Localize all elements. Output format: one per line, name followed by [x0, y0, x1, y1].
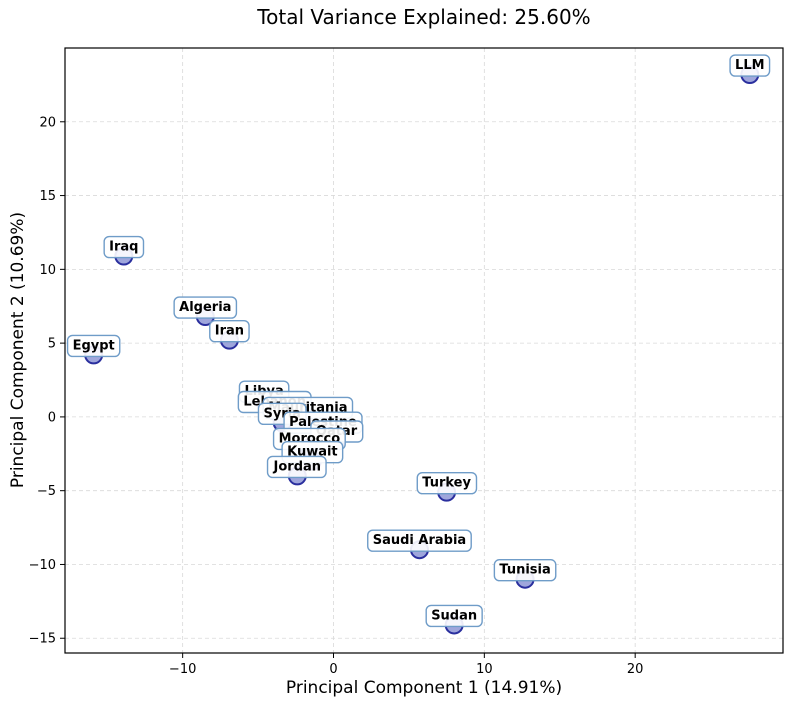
point-label-box — [729, 54, 771, 77]
plot-frame — [64, 47, 784, 654]
point-label-text: Iran — [215, 324, 244, 339]
y-tick-label: 15 — [39, 189, 56, 204]
point-label-box — [173, 296, 238, 319]
point-label-box — [367, 529, 472, 552]
point-label-box — [103, 235, 145, 259]
point-label: LLM — [729, 54, 771, 77]
point-label-text: Sudan — [431, 608, 477, 623]
point-label-box — [209, 319, 250, 343]
point-label: Iraq — [103, 235, 145, 259]
point-label-text: Iraq — [109, 240, 138, 255]
point-label: Jordan — [266, 455, 327, 479]
y-tick-label: −10 — [29, 558, 56, 573]
grid-layer — [65, 48, 783, 653]
point-label: Saudi Arabia — [367, 529, 472, 552]
x-tick-label: 10 — [476, 662, 493, 677]
point-label: Turkey — [416, 471, 478, 495]
y-axis-label: Principal Component 2 (10.69%) — [8, 212, 28, 488]
y-tick-label: −15 — [29, 632, 56, 647]
y-tick-label: 5 — [48, 337, 56, 352]
point-label-text: LLM — [735, 58, 765, 73]
ticks-layer: −10 0 10 20 −15 −10 −5 0 5 10 15 20 — [29, 115, 644, 677]
labels-layer: LLMIraqAlgeriaIranEgyptLibyaLebanonMauri… — [66, 54, 771, 628]
point-label-text: Egypt — [73, 338, 115, 353]
x-tick-label: 0 — [329, 662, 337, 677]
point-label-text: Turkey — [422, 476, 471, 491]
point-label: Tunisia — [493, 559, 557, 582]
x-tick-label: 20 — [627, 662, 644, 677]
point-label-text: Saudi Arabia — [373, 533, 466, 548]
x-tick-label: −10 — [169, 662, 196, 677]
y-tick-label: −5 — [37, 484, 56, 499]
point-label-box — [425, 604, 483, 628]
y-tick-label: 10 — [39, 263, 56, 278]
point-label-box — [493, 559, 557, 582]
point-label-box — [416, 471, 478, 495]
x-axis-label: Principal Component 1 (14.91%) — [286, 678, 562, 698]
y-tick-label: 20 — [39, 115, 56, 130]
point-label: Algeria — [173, 296, 238, 319]
point-label-box — [66, 334, 121, 358]
point-label: Sudan — [425, 604, 483, 628]
point-label: Iran — [209, 319, 250, 343]
point-label-text: Jordan — [273, 459, 322, 474]
point-label-box — [266, 455, 327, 479]
point-label-text: Algeria — [179, 300, 231, 315]
y-tick-label: 0 — [48, 410, 56, 425]
point-label-text: Tunisia — [499, 563, 550, 578]
chart-title: Total Variance Explained: 25.60% — [256, 5, 590, 29]
point-label: Egypt — [66, 334, 121, 358]
